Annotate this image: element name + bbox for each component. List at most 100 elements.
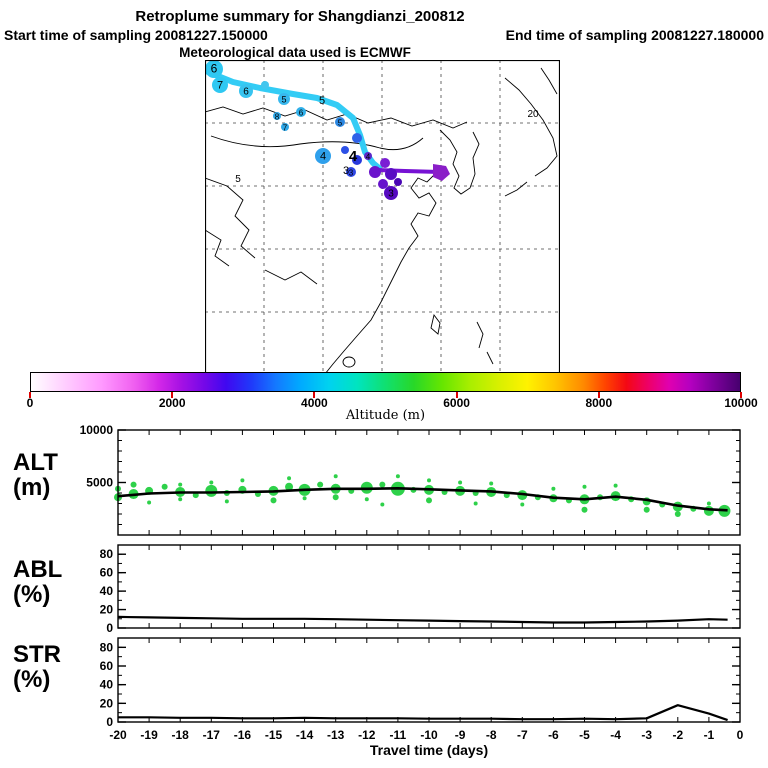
map-number-label: 4 — [349, 148, 358, 165]
x-tick-label: -4 — [610, 728, 621, 742]
str-label-text: STR — [13, 641, 61, 668]
y-tick-label: 20 — [100, 603, 114, 617]
particle-dot — [582, 484, 587, 489]
trajectory-point — [364, 152, 372, 160]
particle-dot — [674, 511, 681, 517]
trajectory-point — [212, 77, 228, 93]
x-tick-label: -2 — [672, 728, 683, 742]
coastline — [264, 269, 318, 285]
coastline — [540, 67, 558, 95]
y-tick-label: 0 — [106, 621, 113, 635]
colorbar-tick — [29, 392, 31, 398]
particle-dot — [270, 497, 277, 504]
trajectory-day-number: 6 — [299, 109, 304, 118]
particle-dot — [613, 483, 618, 488]
trajectory-point — [369, 166, 381, 178]
trajectory-point — [296, 107, 306, 117]
trajectory-point — [380, 158, 390, 168]
coastline — [205, 106, 468, 129]
alt-mean-line — [117, 486, 728, 512]
x-tick-label: -10 — [420, 728, 438, 742]
altitude-colorbar — [30, 372, 741, 392]
colorbar-tick — [597, 392, 600, 398]
coastline — [342, 356, 356, 368]
coastline — [205, 177, 256, 259]
trajectory-day-number: 6 — [243, 87, 249, 98]
x-tick-label: -19 — [140, 728, 158, 742]
trajectory-point — [341, 146, 349, 154]
particle-dot — [703, 505, 714, 516]
colorbar-tick-label: 4000 — [301, 396, 328, 410]
x-tick-label: -1 — [704, 728, 715, 742]
particle-dot — [643, 506, 650, 513]
trajectory-day-number: 8 — [275, 113, 280, 122]
map-number-label: 20 — [527, 109, 539, 120]
map-number-label: 5 — [319, 95, 325, 107]
y-tick-label: 10000 — [80, 425, 114, 437]
x-tick-label: -3 — [641, 728, 652, 742]
trajectory-point — [278, 93, 290, 105]
map-number-label: 3 — [343, 165, 349, 177]
trajectory-day-number: 4 — [320, 151, 326, 163]
colorbar-tick — [455, 392, 458, 398]
trajectory-point — [394, 178, 402, 186]
colorbar-tick — [171, 392, 174, 398]
particle-dot — [178, 497, 183, 502]
abl-mean-line — [117, 615, 728, 624]
x-tick-label: -16 — [234, 728, 252, 742]
particle-dot — [520, 502, 525, 507]
end-time-label: End time of sampling 20081227.180000 — [505, 27, 764, 43]
trajectory-point — [352, 155, 362, 165]
x-tick-label: -13 — [327, 728, 345, 742]
colorbar-tick-label: 8000 — [585, 396, 613, 410]
map-number-label: 5 — [235, 174, 241, 185]
particle-dot — [130, 481, 137, 488]
x-tick-label: -17 — [203, 728, 221, 742]
abl-unit-text: (%) — [13, 581, 51, 608]
colorbar-tick-label: 10000 — [724, 396, 758, 410]
particle-dot — [427, 478, 431, 483]
particle-dot — [209, 480, 214, 485]
y-tick-label: 60 — [100, 659, 114, 673]
x-axis-label: Travel time (days) — [369, 742, 489, 758]
trajectory-point — [205, 60, 223, 78]
particle-dot — [364, 497, 369, 502]
particle-dot — [473, 501, 478, 506]
alt-label-text: ALT — [13, 449, 58, 476]
particle-dot — [581, 506, 588, 513]
trajectory-point — [261, 81, 269, 89]
colorbar-tick — [313, 392, 316, 398]
y-tick-label: 0 — [106, 715, 113, 729]
trajectory-point — [239, 84, 253, 98]
x-tick-label: -8 — [486, 728, 497, 742]
str-panel-label: STR (%) — [13, 642, 61, 692]
map-background — [205, 60, 560, 375]
trajectory-day-number: 7 — [283, 124, 288, 133]
y-tick-label: 80 — [100, 640, 114, 654]
colorbar-tick-label: 6000 — [443, 396, 470, 410]
coastline — [205, 229, 230, 267]
x-tick-label: -7 — [517, 728, 528, 742]
abl-panel-label: ABL (%) — [13, 557, 62, 607]
y-tick-label: 40 — [100, 678, 114, 692]
trajectory-point — [378, 179, 388, 189]
x-tick-label: 0 — [737, 728, 744, 742]
start-time-label: Start time of sampling 20081227.150000 — [4, 27, 268, 43]
colorbar-tick-label: 2000 — [158, 396, 186, 410]
coastline — [210, 135, 424, 151]
particle-dot — [224, 499, 229, 504]
trajectory-point — [273, 112, 281, 120]
coastline — [476, 321, 494, 365]
particle-dot — [161, 483, 168, 490]
trajectory-point — [335, 117, 345, 127]
colorbar-tick-label: 0 — [26, 396, 34, 410]
y-tick-label: 5000 — [86, 476, 113, 490]
x-tick-label: -12 — [358, 728, 376, 742]
trajectory-point — [352, 133, 362, 143]
met-data-label: Meteorological data used is ECMWF — [179, 45, 411, 60]
str-mean-line — [118, 704, 728, 722]
trajectory-day-number: 6 — [211, 62, 218, 76]
